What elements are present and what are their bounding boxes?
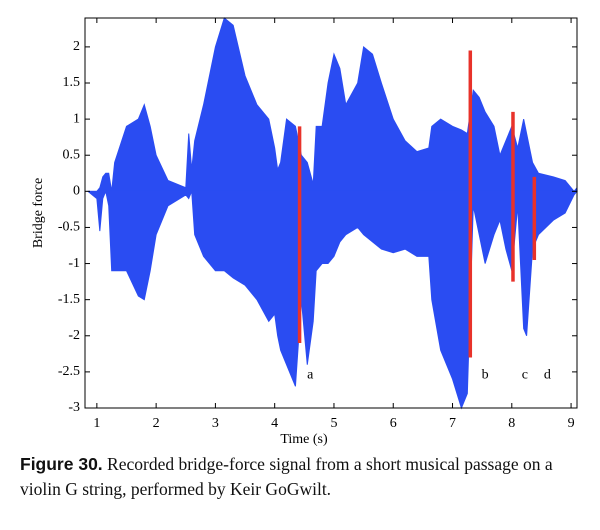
- y-tick-label: -2.5: [58, 364, 80, 379]
- y-tick-label: 0: [73, 184, 80, 199]
- caption-text: Recorded bridge-force signal from a shor…: [20, 454, 553, 499]
- chart: Time (s) Bridge force a b c d 1 2 3 4 5 6 7 8 9 -3 -2.…: [31, 17, 579, 447]
- x-axis-label: Time (s): [280, 432, 328, 447]
- x-tick-label: 4: [271, 416, 278, 431]
- y-tick-label: 1: [73, 111, 80, 126]
- y-axis-label: Bridge force: [31, 178, 46, 248]
- x-tick-label: 7: [449, 416, 456, 431]
- y-tick-label: -2: [68, 328, 80, 343]
- x-tick-label: 2: [153, 416, 160, 431]
- x-tick-label: 8: [508, 416, 515, 431]
- signal-envelope: [87, 17, 578, 193]
- y-tick-label: -1: [68, 256, 80, 271]
- annotation: d: [544, 368, 551, 383]
- plot-frame: [84, 17, 578, 409]
- x-tick-label: 3: [212, 416, 219, 431]
- annotation: c: [522, 368, 528, 383]
- y-tick-label: 0.5: [63, 147, 81, 162]
- y-tick-label: -0.5: [58, 220, 80, 235]
- annotation: a: [307, 368, 314, 383]
- y-tick-label: -1.5: [58, 292, 80, 307]
- caption-label: Figure 30.: [20, 454, 103, 474]
- annotation: b: [482, 368, 489, 383]
- caption: Figure 30. Recorded bridge-force signal …: [20, 452, 580, 502]
- x-tick-label: 1: [93, 416, 100, 431]
- x-tick-label: 9: [568, 416, 575, 431]
- x-tick-label: 6: [390, 416, 397, 431]
- y-tick-label: 1.5: [63, 75, 81, 90]
- signal-envelope: [86, 189, 579, 410]
- x-tick-label: 5: [330, 416, 337, 431]
- y-tick-label: -3: [68, 400, 80, 415]
- y-tick-label: 2: [73, 39, 80, 54]
